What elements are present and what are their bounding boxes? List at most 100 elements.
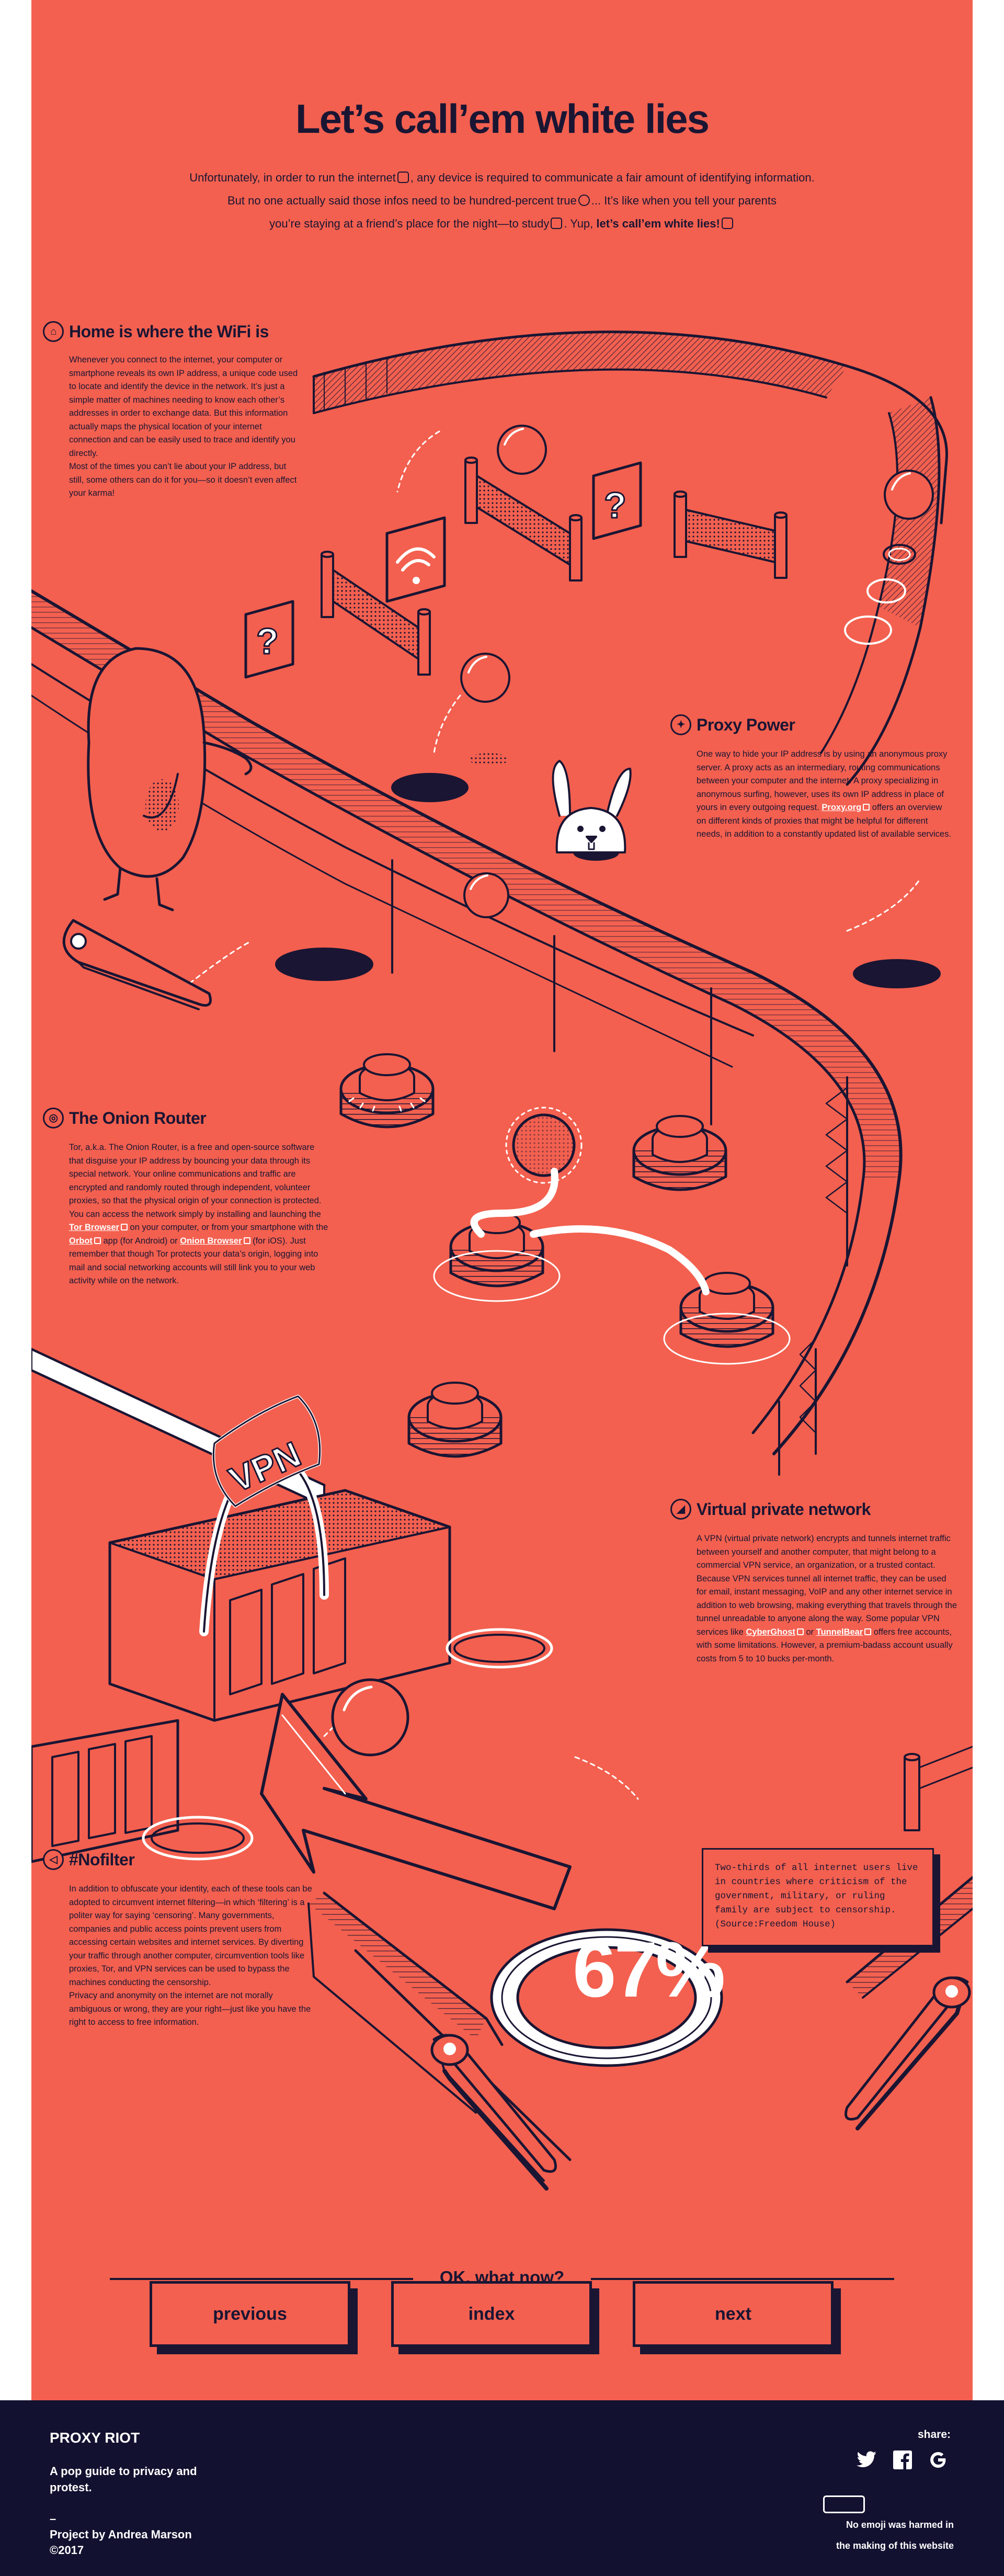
svg-text:?: ?: [604, 485, 626, 526]
question-sign-2: ?: [592, 461, 642, 540]
section-title-onion: ◎ The Onion Router: [43, 1108, 207, 1129]
stat-ring: [490, 1928, 723, 2067]
bumper-2: [632, 1115, 727, 1191]
computer-emoji-icon: [397, 172, 409, 183]
post-right: [904, 1746, 973, 1831]
onion-paragraph-1: Tor, a.k.a. The Onion Router, is a free …: [69, 1143, 322, 1219]
section-body-proxy: One way to hide your IP address is by us…: [697, 748, 953, 841]
facebook-icon[interactable]: [891, 2448, 914, 2471]
flipper-bottom-left: [307, 1891, 572, 2191]
divider-right: [591, 2278, 894, 2280]
bumper-5: [407, 1382, 503, 1458]
onion-browser-link[interactable]: Onion Browser: [180, 1236, 242, 1246]
footer-tagline: A pop guide to privacy and protest.: [50, 2465, 197, 2494]
home-paragraph-1: Whenever you connect to the internet, yo…: [69, 355, 298, 458]
home-paragraph-2: Most of the times you can’t lie about yo…: [69, 462, 297, 498]
vpn-paragraph-3: offers free accounts, with some limitati…: [697, 1627, 953, 1663]
poster: ? ?: [31, 0, 973, 2400]
section-body-home: Whenever you connect to the internet, yo…: [69, 354, 303, 500]
gate-mid: [464, 457, 583, 582]
footer-year: ©2017: [50, 2544, 84, 2557]
section-body-onion: Tor, a.k.a. The Onion Router, is a free …: [69, 1141, 330, 1288]
vpn-paragraph-1: A VPN (virtual private network) encrypts…: [697, 1534, 957, 1637]
onion-paragraph-3: app (for Android) or: [100, 1236, 180, 1246]
section-home-heading: Home is where the WiFi is: [69, 322, 269, 341]
orbot-link[interactable]: Orbot: [69, 1236, 93, 1246]
nofilter-paragraph-2: Privacy and anonymity on the internet ar…: [69, 1991, 311, 2027]
tunnel-icon: ◢: [670, 1499, 691, 1520]
house-icon: ⌂: [43, 321, 64, 342]
hand-emoji-icon: [721, 218, 733, 229]
svg-text:?: ?: [256, 621, 279, 662]
external-link-icon: [243, 1237, 250, 1244]
intro-emphasis: let’s call’em white lies!: [596, 217, 720, 230]
monster-character: [87, 647, 253, 911]
footer-author: Project by Andrea Marson: [50, 2528, 192, 2541]
section-title-vpn: ◢ Virtual private network: [670, 1499, 871, 1520]
bumper-1: [339, 1053, 435, 1129]
tunnelbear-link[interactable]: TunnelBear: [816, 1627, 863, 1637]
intro-line-2b: ... It’s like when you tell your parents: [591, 194, 777, 207]
google-icon[interactable]: [927, 2448, 950, 2471]
next-button[interactable]: next: [633, 2281, 834, 2347]
books-emoji-icon: [551, 218, 563, 229]
divider-left: [110, 2278, 413, 2280]
bumper-4: [663, 1272, 791, 1365]
thinking-emoji-icon: [578, 195, 590, 206]
stat-value: 67%: [573, 1925, 725, 2013]
stat-callout: Two-thirds of all internet users live in…: [702, 1848, 934, 1946]
section-onion-heading: The Onion Router: [69, 1108, 207, 1127]
footer: PROXY RIOT A pop guide to privacy and pr…: [0, 2400, 1004, 2576]
section-body-nofilter: In addition to obfuscate your identity, …: [69, 1883, 315, 2030]
emoji-outline-icon: [823, 2495, 865, 2513]
external-link-icon: [120, 1224, 128, 1230]
footer-logo[interactable]: PROXY RIOT: [50, 2430, 140, 2446]
nofilter-paragraph-1: In addition to obfuscate your identity, …: [69, 1884, 312, 1987]
onion-icon: ◎: [43, 1108, 64, 1129]
gate-left: [321, 551, 431, 676]
section-title-home: ⌂ Home is where the WiFi is: [43, 321, 269, 342]
footer-note-line-2: the making of this website: [836, 2540, 954, 2551]
footer-note: No emoji was harmed in the making of thi…: [816, 2514, 954, 2556]
intro-line-1: Unfortunately, in order to run the inter…: [189, 171, 396, 184]
external-link-icon: [863, 804, 870, 811]
top-wall-shade: [314, 332, 847, 413]
proxy-org-link[interactable]: Proxy.org: [822, 803, 862, 812]
bumper-3: [433, 1211, 561, 1302]
section-title-proxy: ✦ Proxy Power: [670, 714, 795, 735]
arrow-marker: [260, 1693, 572, 1910]
gate-right: [674, 491, 788, 579]
previous-button[interactable]: previous: [150, 2281, 350, 2347]
onion-paragraph-4: (for iOS). Just remember that though Tor…: [69, 1236, 318, 1286]
magic-hat-icon: ✦: [670, 714, 691, 735]
section-vpn-heading: Virtual private network: [697, 1499, 871, 1519]
intro-text: Unfortunately, in order to run the inter…: [136, 166, 868, 235]
onion-paragraph-2: on your computer, or from your smartphon…: [127, 1223, 328, 1232]
bunny: [552, 760, 632, 853]
proxy-paragraph-1: One way to hide your IP address is by us…: [697, 749, 948, 812]
share-icons: [855, 2448, 955, 2471]
section-title-nofilter: ◁ #Nofilter: [43, 1849, 135, 1870]
section-nofilter-heading: #Nofilter: [69, 1850, 135, 1869]
section-body-vpn: A VPN (virtual private network) encrypts…: [697, 1532, 958, 1666]
pinball-artwork: ? ?: [31, 330, 973, 2191]
share-label: share:: [918, 2429, 951, 2441]
index-button[interactable]: index: [391, 2281, 592, 2347]
footer-note-line-1: No emoji was harmed in: [846, 2520, 954, 2530]
flipper-top-left: [62, 919, 212, 1010]
page-title: Let’s call’em white lies: [295, 96, 710, 142]
wifi-sign: [385, 516, 446, 603]
tor-browser-link[interactable]: Tor Browser: [69, 1223, 119, 1232]
section-proxy-heading: Proxy Power: [697, 715, 795, 734]
cyberghost-link[interactable]: CyberGhost: [746, 1627, 795, 1637]
intro-line-2: But no one actually said those infos nee…: [227, 194, 577, 207]
twitter-icon[interactable]: [855, 2448, 878, 2471]
proxy-paragraph-2: offers an overview on different kinds of…: [697, 803, 952, 839]
external-link-icon: [94, 1237, 101, 1244]
external-link-icon: [864, 1628, 872, 1635]
intro-line-1b: , any device is required to communicate …: [410, 171, 815, 184]
vpn-tunnel: VPN: [31, 1348, 451, 1863]
footer-credit: – Project by Andrea Marson ©2017: [50, 2511, 269, 2558]
external-link-icon: [796, 1628, 804, 1635]
